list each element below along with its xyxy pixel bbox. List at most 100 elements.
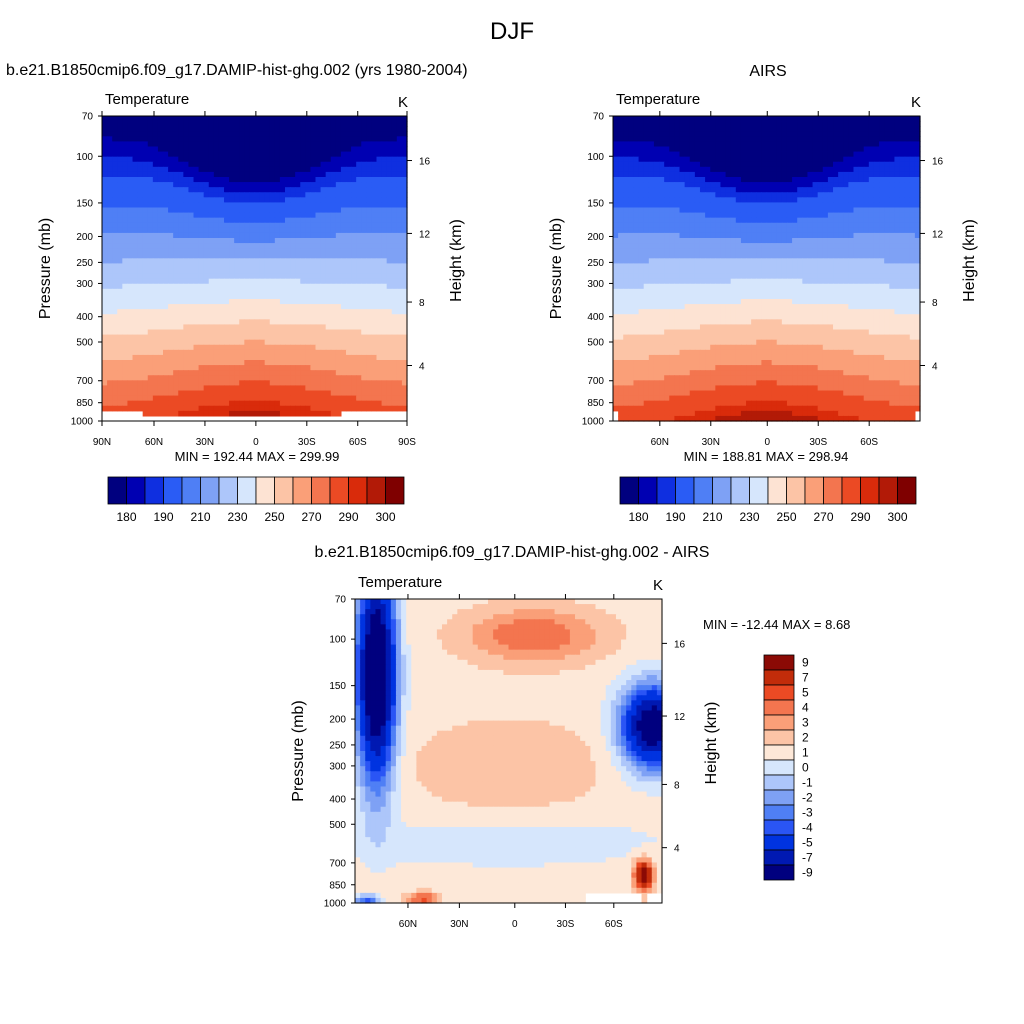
field-cell xyxy=(198,365,205,371)
field-cell xyxy=(396,395,403,402)
field-cell xyxy=(623,238,629,244)
field-cell xyxy=(356,344,362,351)
field-cell xyxy=(786,116,793,122)
field-cell xyxy=(391,263,398,270)
field-cell xyxy=(102,238,108,244)
field-cell xyxy=(112,329,118,336)
field-cell xyxy=(127,222,134,229)
field-cell xyxy=(142,121,149,127)
field-cell xyxy=(899,136,906,143)
field-cell xyxy=(710,238,716,244)
field-cell xyxy=(117,283,123,290)
field-cell xyxy=(396,339,403,346)
field-cell xyxy=(335,283,342,290)
field-cell xyxy=(198,390,205,397)
field-cell xyxy=(863,141,870,148)
field-cell xyxy=(669,232,675,239)
field-cell xyxy=(356,390,362,397)
field-cell xyxy=(638,202,645,209)
field-cell xyxy=(766,161,773,168)
field-cell xyxy=(381,324,388,331)
field-cell xyxy=(807,182,814,188)
field-cell xyxy=(178,161,184,168)
field-cell xyxy=(188,324,195,331)
field-cell xyxy=(781,187,788,193)
field-cell xyxy=(107,299,113,305)
field-cell xyxy=(234,385,240,392)
field-cell xyxy=(178,385,184,392)
field-cell xyxy=(786,227,793,234)
field-cell xyxy=(689,136,696,143)
field-cell xyxy=(340,360,347,366)
field-cell xyxy=(833,202,839,209)
field-cell xyxy=(107,222,113,229)
field-cell xyxy=(381,283,388,290)
field-cell xyxy=(391,395,398,402)
field-cell xyxy=(305,177,312,183)
field-cell xyxy=(305,217,312,224)
field-cell xyxy=(381,268,388,275)
field-cell xyxy=(254,293,261,300)
field-cell xyxy=(868,116,875,122)
field-cell xyxy=(320,202,327,209)
field-cell xyxy=(107,171,113,178)
field-cell xyxy=(725,131,732,137)
field-cell xyxy=(264,400,271,407)
field-cell xyxy=(618,116,624,122)
field-cell xyxy=(163,192,169,198)
field-cell xyxy=(137,375,144,381)
field-cell xyxy=(117,217,123,224)
field-cell xyxy=(178,365,184,371)
field-cell xyxy=(117,390,123,397)
field-cell xyxy=(142,314,149,320)
field-cell xyxy=(330,131,337,137)
field-cell xyxy=(623,207,629,214)
field-cell xyxy=(295,354,301,361)
field-cell xyxy=(792,177,798,183)
field-cell xyxy=(290,131,296,137)
field-cell xyxy=(848,166,855,173)
field-cell xyxy=(213,131,220,137)
field-cell xyxy=(909,126,916,132)
field-cell xyxy=(638,156,645,163)
field-cell xyxy=(366,314,373,320)
field-cell xyxy=(366,146,373,153)
field-cell xyxy=(356,375,362,381)
field-cell xyxy=(193,116,200,122)
field-cell xyxy=(853,212,860,219)
field-cell xyxy=(674,202,681,209)
field-cell xyxy=(254,187,261,193)
field-cell xyxy=(653,116,660,122)
field-cell xyxy=(132,400,139,407)
field-cell xyxy=(904,207,911,214)
field-cell xyxy=(746,146,752,153)
field-cell xyxy=(751,212,757,219)
field-cell xyxy=(638,126,645,132)
field-cell xyxy=(188,309,195,315)
field-cell xyxy=(310,136,317,143)
field-cell xyxy=(315,253,322,259)
field-cell xyxy=(396,258,403,265)
field-cell xyxy=(234,314,240,320)
field-cell xyxy=(229,161,235,168)
field-cell xyxy=(224,222,230,229)
field-cell xyxy=(812,156,819,163)
field-cell xyxy=(679,187,686,193)
field-cell xyxy=(279,212,286,219)
field-cell xyxy=(208,222,215,229)
field-cell xyxy=(112,222,118,229)
field-cell xyxy=(879,121,885,127)
field-cell xyxy=(761,197,768,204)
field-cell xyxy=(396,370,403,376)
field-cell xyxy=(684,217,691,224)
field-cell xyxy=(346,151,352,158)
field-cell xyxy=(244,314,251,320)
field-cell xyxy=(137,182,144,188)
field-cell xyxy=(391,273,398,280)
field-cell xyxy=(142,365,149,371)
field-cell xyxy=(208,192,215,198)
panel-0-field xyxy=(102,116,408,417)
field-cell xyxy=(401,156,408,163)
field-cell xyxy=(381,197,388,204)
field-cell xyxy=(325,273,332,280)
